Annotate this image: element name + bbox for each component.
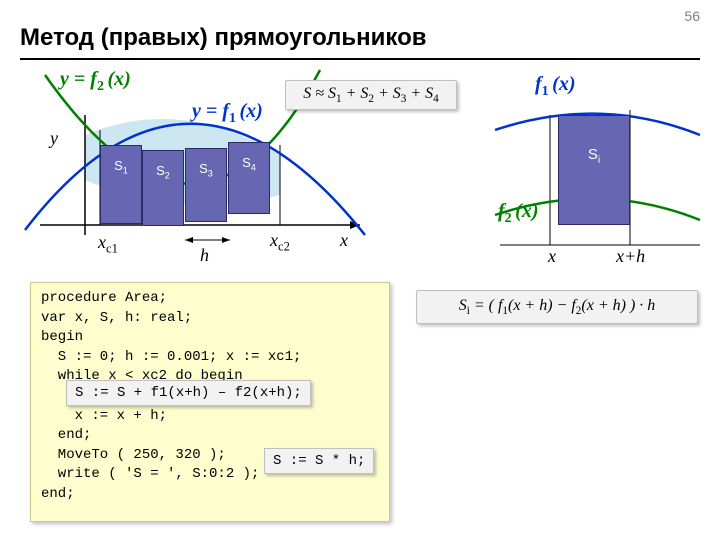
label-h: h <box>200 245 209 266</box>
label-y-axis: y <box>50 128 58 149</box>
bar-s3: S3 <box>185 148 227 222</box>
label-xh-right: x+h <box>616 246 645 267</box>
snippet-multiply: S := S * h; <box>264 448 374 474</box>
label-f2-left: y = f2 (x) <box>60 68 131 95</box>
bar-si: Si <box>558 115 630 225</box>
bar-s1: S1 <box>100 145 142 224</box>
snippet-accumulate: S := S + f1(x+h) – f2(x+h); <box>66 380 311 406</box>
formula-si: Si = ( f1(x + h) − f2(x + h) ) · h <box>416 290 698 324</box>
page-title: Метод (правых) прямоугольников <box>20 24 427 52</box>
formula-sum: S ≈ S1 + S2 + S3 + S4 <box>285 80 457 110</box>
label-xc1: xc1 <box>98 232 118 257</box>
bar-s4: S4 <box>228 142 270 214</box>
label-x-right: x <box>548 246 556 267</box>
label-f1-left: y = f1 (x) <box>192 100 263 127</box>
bar-s2: S2 <box>142 150 184 226</box>
label-f2-right: f2 (x) <box>498 200 539 227</box>
slide-number: 56 <box>684 8 700 24</box>
label-xc2: xc2 <box>270 230 290 255</box>
label-x-axis: x <box>340 230 348 251</box>
label-f1-right: f1 (x) <box>535 73 576 100</box>
title-underline <box>20 58 700 60</box>
